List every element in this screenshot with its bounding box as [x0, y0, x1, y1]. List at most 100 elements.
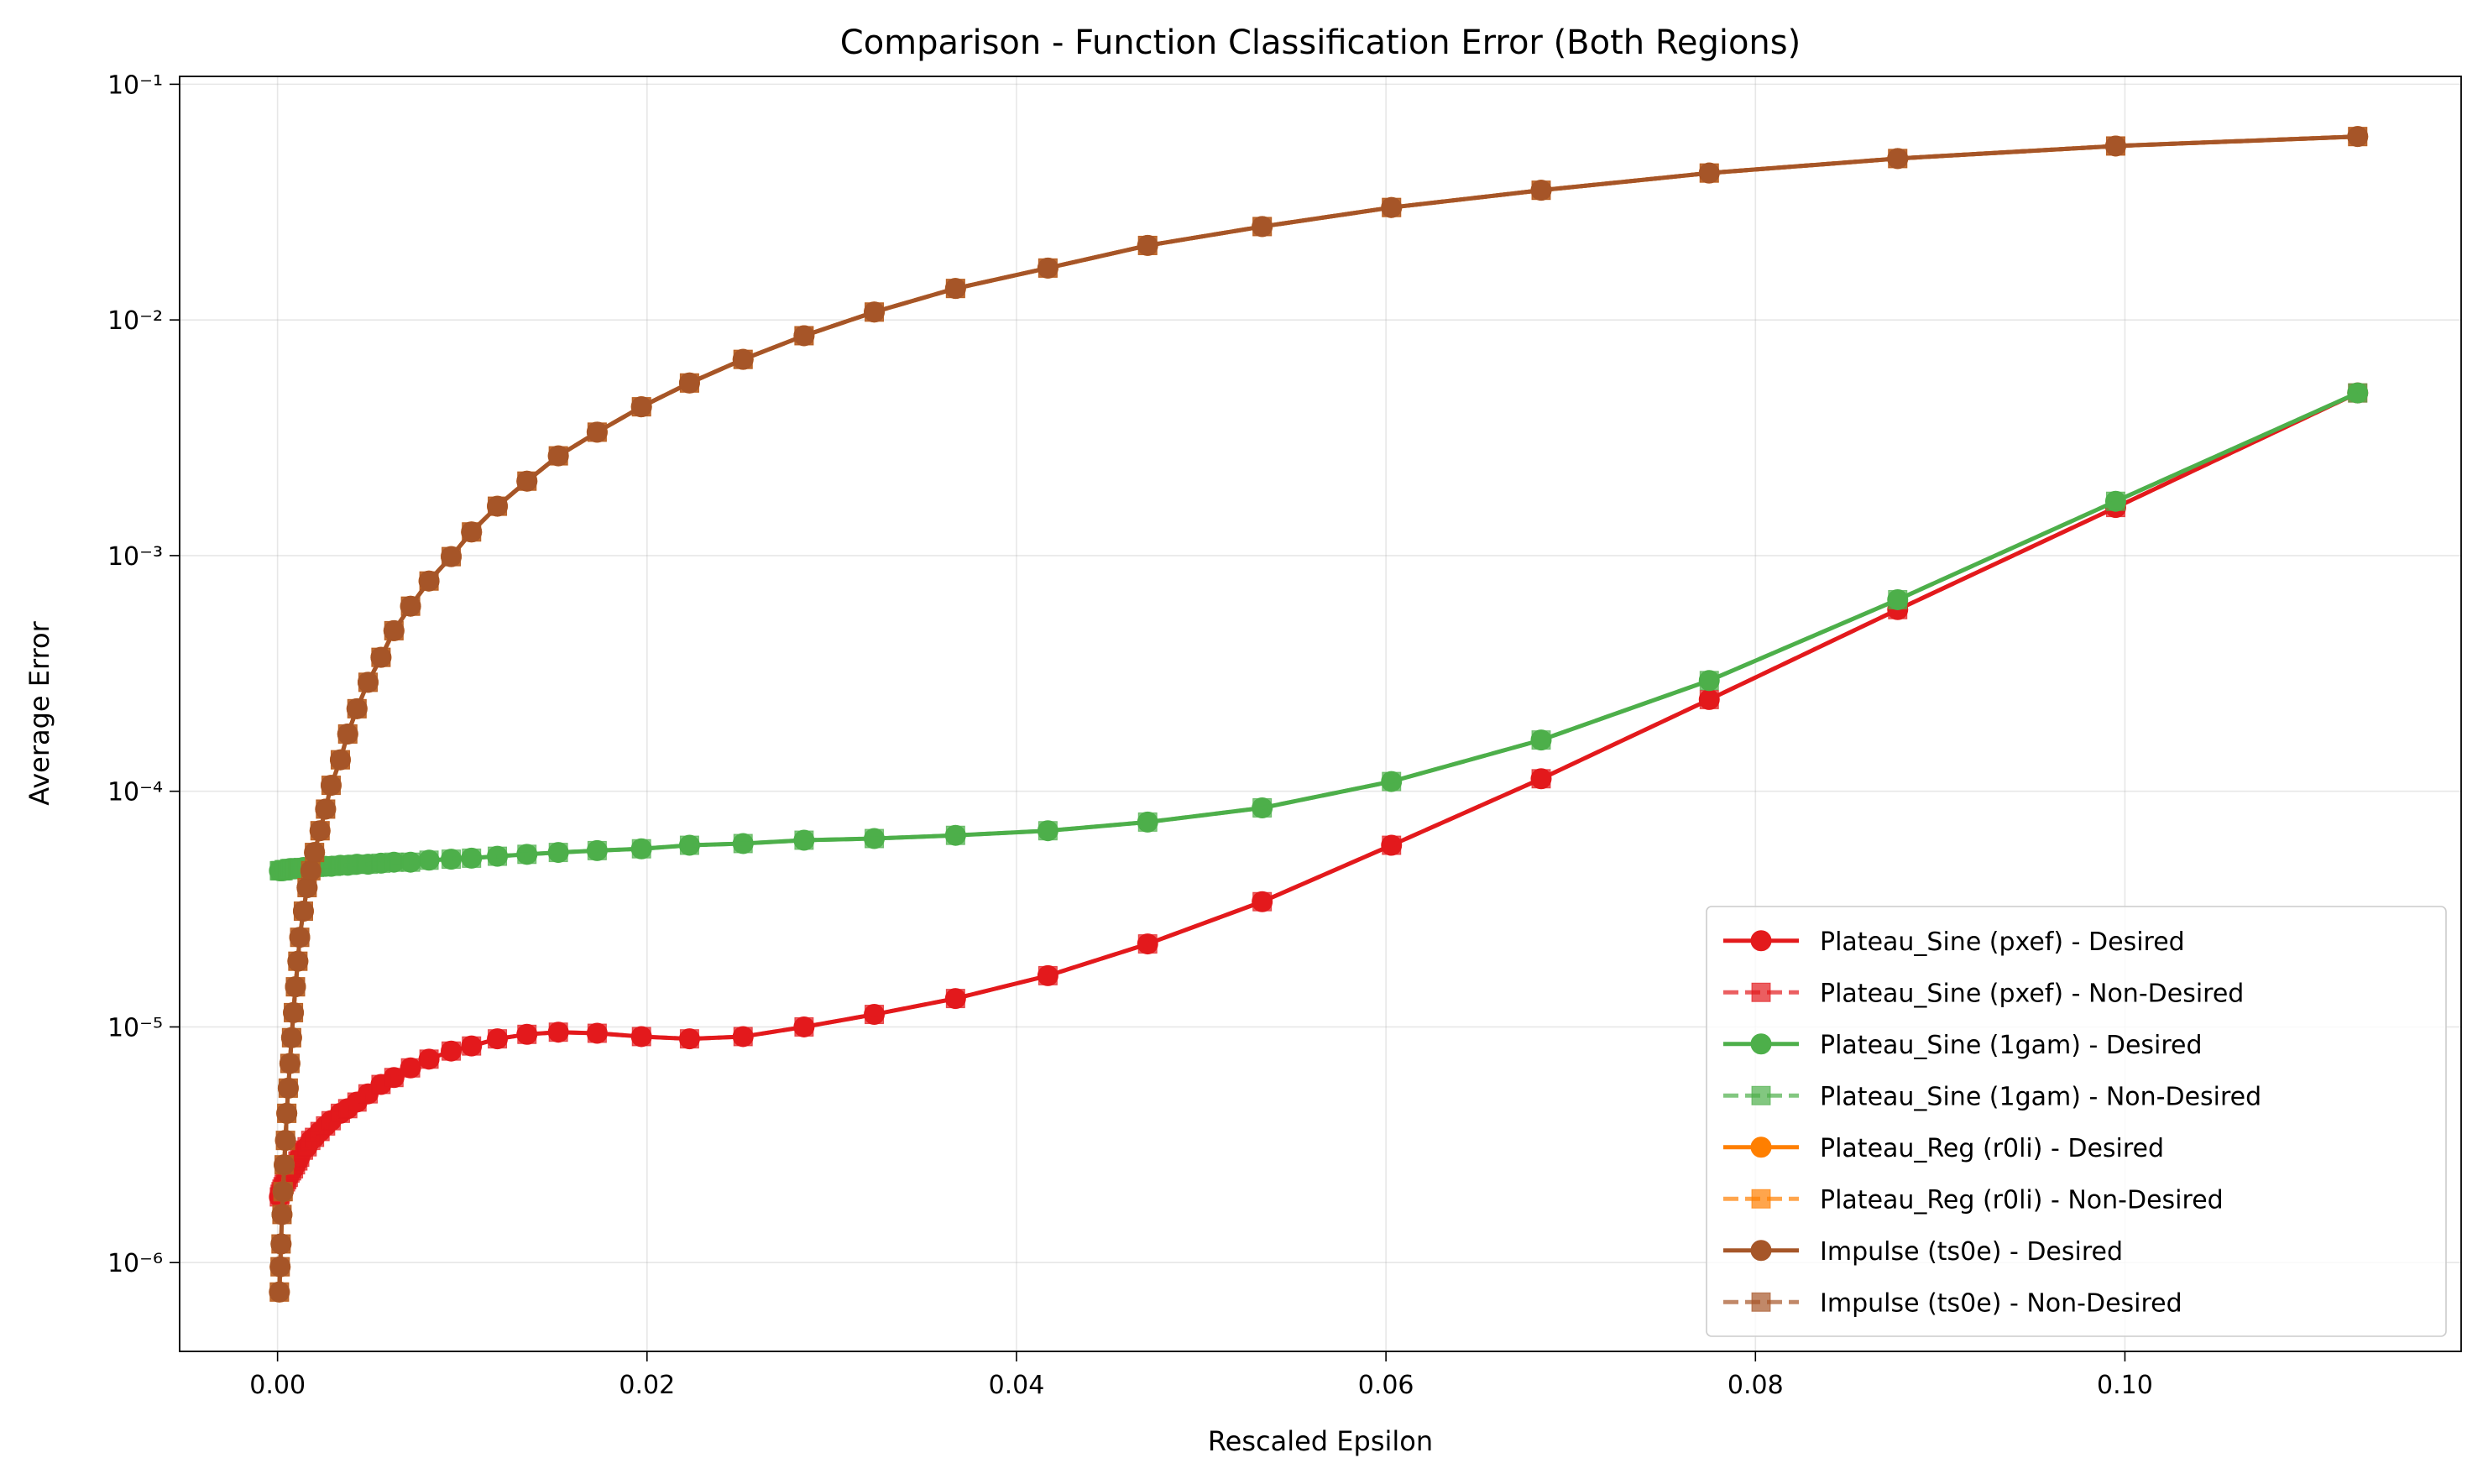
- marker: [1137, 934, 1158, 954]
- y-tick-label: 10⁻²: [107, 306, 163, 336]
- marker: [733, 1027, 753, 1047]
- marker: [1382, 771, 1402, 792]
- marker: [274, 1155, 295, 1175]
- marker: [442, 546, 462, 567]
- marker: [400, 1058, 421, 1078]
- marker: [1888, 589, 1908, 609]
- y-tick-label: 10⁻¹: [107, 71, 163, 100]
- marker: [1531, 180, 1551, 201]
- marker: [1252, 217, 1273, 237]
- marker: [679, 835, 699, 855]
- legend-label: Plateau_Reg (r0li) - Desired: [1820, 1134, 2164, 1163]
- marker: [271, 1234, 291, 1254]
- marker: [587, 840, 607, 860]
- marker: [517, 1024, 537, 1044]
- marker: [278, 1078, 298, 1098]
- legend-label: Impulse (ts0e) - Non-Desired: [1820, 1288, 2182, 1318]
- marker: [285, 977, 306, 997]
- marker: [1531, 769, 1551, 789]
- marker: [419, 1049, 439, 1069]
- marker: [419, 571, 439, 591]
- marker: [358, 672, 378, 692]
- marker: [301, 860, 321, 880]
- marker: [2105, 136, 2125, 156]
- x-tick-label: 0.06: [1358, 1371, 1414, 1400]
- marker: [1751, 982, 1771, 1002]
- marker: [548, 843, 568, 863]
- marker: [548, 1022, 568, 1042]
- marker: [270, 1257, 290, 1277]
- legend-label: Plateau_Reg (r0li) - Non-Desired: [1820, 1185, 2224, 1215]
- y-axis-label: Average Error: [24, 620, 55, 805]
- marker: [1751, 1189, 1771, 1209]
- marker: [305, 843, 325, 863]
- marker: [384, 620, 404, 640]
- marker: [1382, 835, 1402, 855]
- marker: [1888, 149, 1908, 169]
- x-tick-label: 0.04: [989, 1371, 1045, 1400]
- marker: [1699, 689, 1719, 709]
- marker: [865, 302, 885, 322]
- marker: [275, 1131, 295, 1151]
- marker: [1751, 1292, 1771, 1312]
- marker: [1750, 1137, 1772, 1158]
- marker: [488, 496, 508, 516]
- y-tick-label: 10⁻⁶: [107, 1249, 163, 1278]
- x-tick-label: 0.10: [2097, 1371, 2153, 1400]
- marker: [733, 349, 753, 369]
- legend: Plateau_Sine (pxef) - Desired Plateau_Sin…: [1706, 906, 2447, 1337]
- marker: [1750, 1033, 1772, 1055]
- marker: [1531, 730, 1551, 750]
- marker: [517, 844, 537, 865]
- marker: [1137, 812, 1158, 832]
- x-axis-label: Rescaled Epsilon: [1208, 1425, 1433, 1457]
- marker: [1252, 798, 1273, 818]
- axes-frame: [179, 76, 2462, 1352]
- x-tick-label: 0.00: [249, 1371, 306, 1400]
- marker: [337, 724, 358, 744]
- marker: [400, 596, 421, 616]
- marker: [2105, 491, 2125, 511]
- y-tick-label: 10⁻³: [107, 542, 163, 572]
- marker: [794, 326, 814, 346]
- marker: [442, 1041, 462, 1061]
- marker: [1038, 965, 1058, 985]
- marker: [400, 852, 421, 872]
- marker: [2348, 127, 2368, 147]
- marker: [1699, 671, 1719, 691]
- marker: [488, 1029, 508, 1049]
- marker: [1137, 235, 1158, 255]
- marker: [794, 1016, 814, 1037]
- marker: [297, 878, 317, 898]
- x-tick-label: 0.08: [1727, 1371, 1784, 1400]
- marker: [347, 698, 367, 718]
- chart-title: Comparison - Function Classification Err…: [840, 24, 1801, 62]
- plot-area: [269, 126, 2369, 1303]
- marker: [631, 839, 651, 859]
- marker: [462, 1036, 482, 1056]
- marker: [865, 1005, 885, 1025]
- marker: [288, 951, 308, 971]
- legend-label: Impulse (ts0e) - Desired: [1820, 1237, 2123, 1267]
- legend-label: Plateau_Sine (pxef) - Desired: [1820, 928, 2185, 957]
- marker: [679, 373, 699, 393]
- marker: [733, 833, 753, 854]
- legend-box: [1706, 906, 2447, 1337]
- legend-label: Plateau_Sine (1gam) - Desired: [1820, 1031, 2203, 1060]
- marker: [280, 1053, 300, 1074]
- x-tick-label: 0.02: [619, 1371, 675, 1400]
- marker: [316, 799, 336, 819]
- marker: [548, 446, 568, 466]
- marker: [945, 989, 965, 1009]
- marker: [462, 848, 482, 868]
- marker: [293, 901, 313, 921]
- y-tick-label: 10⁻⁴: [107, 778, 163, 807]
- marker: [1038, 258, 1058, 278]
- marker: [310, 821, 330, 841]
- marker: [321, 776, 341, 796]
- marker: [517, 471, 537, 491]
- marker: [384, 1068, 404, 1088]
- marker: [587, 1023, 607, 1043]
